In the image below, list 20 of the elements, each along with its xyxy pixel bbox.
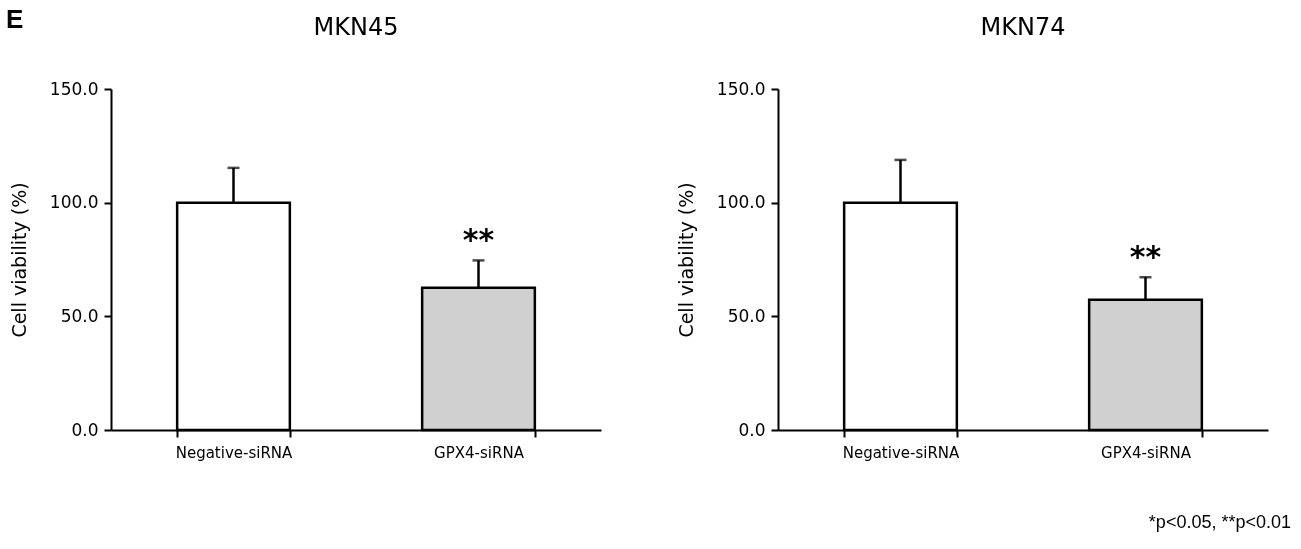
y-tick-label: 150.0 [49, 78, 99, 99]
x-tick-label: GPX4-siRNA [1101, 443, 1192, 462]
y-tick-label: 150.0 [716, 78, 766, 99]
y-tick-label: 50.0 [727, 305, 766, 326]
annotation: ** [1129, 239, 1162, 275]
y-tick-label: 100.0 [716, 192, 766, 213]
y-tick-label: 0.0 [738, 419, 766, 440]
x-tick-label: Negative-siRNA [842, 443, 961, 462]
annotation: ** [462, 222, 495, 258]
chart-title: MKN74 [980, 13, 1066, 41]
y-tick-label: 100.0 [49, 192, 99, 213]
y-tick-label: 0.0 [71, 419, 99, 440]
chart-title: MKN45 [313, 13, 399, 41]
text: E [6, 4, 24, 35]
x-tick-label: GPX4-siRNA [434, 443, 525, 462]
y-axis-title: Cell viability (%) [674, 182, 697, 338]
y-axis-title: Cell viability (%) [7, 182, 30, 338]
text: *p<0.05, **p<0.01 [1148, 512, 1291, 533]
x-tick-label: Negative-siRNA [175, 443, 294, 462]
y-tick-label: 50.0 [60, 305, 99, 326]
